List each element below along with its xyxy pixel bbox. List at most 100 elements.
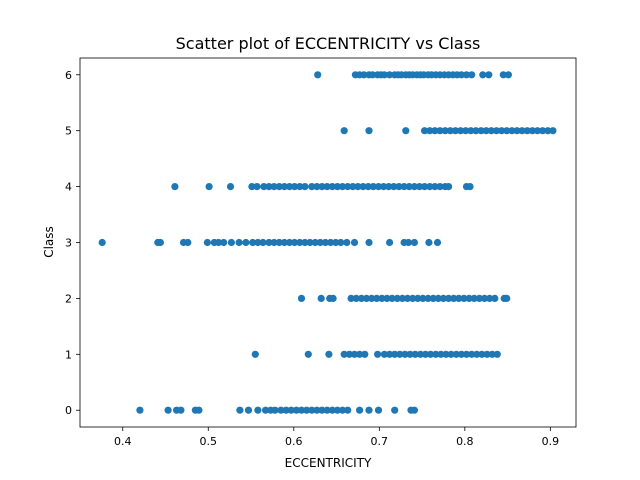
data-point-class-5-24 (528, 127, 537, 135)
data-point-class-6-5 (368, 71, 377, 79)
data-point-class-3-36 (410, 238, 418, 247)
data-point-class-4-4 (253, 183, 261, 191)
data-point-class-4-19 (333, 183, 341, 191)
data-point-class-4-3 (248, 183, 256, 191)
data-point-class-3-9 (227, 238, 235, 247)
data-point-class-1-13 (401, 350, 409, 358)
data-point-class-4-28 (380, 183, 388, 191)
data-point-class-5-27 (544, 127, 552, 135)
data-point-class-5-18 (498, 127, 506, 135)
data-point-class-2-8 (368, 294, 376, 302)
data-point-class-1-15 (411, 350, 419, 358)
data-point-class-0-14 (287, 406, 295, 414)
y-tick-label-5: 5 (65, 125, 72, 138)
data-point-class-5-3 (421, 127, 429, 135)
data-point-class-5-20 (508, 127, 516, 135)
data-point-class-3-8 (220, 238, 228, 247)
data-point-class-2-12 (388, 294, 396, 302)
data-point-class-2-32 (491, 294, 499, 302)
data-point-class-5-17 (492, 127, 501, 135)
data-point-class-6-9 (386, 71, 394, 79)
data-point-class-6-32 (499, 71, 507, 79)
data-point-class-0-17 (303, 406, 311, 414)
data-point-class-2-20 (429, 294, 437, 302)
data-point-class-5-5 (431, 127, 439, 135)
data-point-class-4-35 (415, 183, 424, 191)
data-point-class-0-24 (338, 406, 347, 414)
data-point-class-0-13 (282, 406, 290, 414)
data-point-class-3-20 (291, 238, 299, 247)
data-point-class-3-18 (280, 238, 288, 247)
data-point-class-1-28 (478, 350, 486, 358)
data-point-class-1-1 (304, 350, 312, 358)
data-point-class-2-26 (460, 294, 468, 302)
data-point-class-3-33 (386, 238, 394, 247)
data-point-class-4-17 (323, 183, 331, 191)
data-point-class-6-29 (468, 71, 476, 79)
data-point-class-6-31 (485, 71, 493, 79)
data-point-class-4-41 (445, 183, 453, 191)
data-point-class-1-24 (457, 350, 465, 358)
data-point-class-3-0 (98, 238, 106, 247)
y-axis: 0 1 2 3 4 5 6 (65, 69, 80, 417)
chart-title: Scatter plot of ECCENTRICITY vs Class (176, 34, 481, 53)
data-point-class-0-16 (297, 406, 306, 414)
data-point-class-3-35 (404, 238, 412, 247)
data-point-class-2-4 (347, 294, 355, 302)
y-tick-label-4: 4 (65, 181, 72, 194)
data-point-class-5-26 (539, 127, 547, 135)
data-point-class-0-15 (292, 406, 300, 414)
data-point-class-5-16 (487, 127, 495, 135)
data-point-class-4-43 (466, 183, 474, 191)
data-point-class-2-29 (475, 294, 483, 302)
data-point-class-4-13 (301, 183, 309, 191)
data-point-class-4-15 (313, 183, 321, 191)
data-point-class-0-20 (318, 406, 326, 414)
data-point-class-6-28 (462, 71, 471, 79)
data-point-class-1-26 (468, 350, 476, 358)
data-point-class-2-13 (393, 294, 401, 302)
data-point-class-2-27 (465, 294, 473, 302)
data-point-class-0-11 (271, 406, 279, 414)
data-point-class-5-23 (523, 127, 531, 135)
data-point-class-4-0 (171, 183, 179, 191)
data-point-class-4-29 (385, 183, 393, 191)
data-point-class-3-19 (285, 238, 294, 247)
data-point-class-2-23 (445, 294, 453, 302)
data-point-class-1-25 (462, 350, 471, 358)
data-point-class-1-30 (488, 350, 496, 358)
data-point-class-0-31 (410, 406, 418, 414)
data-point-class-3-16 (270, 238, 278, 247)
data-point-class-0-22 (328, 406, 336, 414)
data-point-class-2-3 (329, 294, 337, 302)
data-point-class-4-34 (410, 183, 418, 191)
data-point-class-4-24 (359, 183, 367, 191)
x-axis: 0.4 0.5 0.6 0.7 0.8 0.9 (114, 427, 559, 448)
y-tick-label-2: 2 (65, 292, 72, 305)
data-point-class-3-31 (350, 238, 359, 247)
data-point-class-2-21 (434, 294, 442, 302)
data-point-class-3-30 (343, 238, 351, 247)
data-point-class-2-11 (383, 294, 391, 302)
data-point-class-4-16 (318, 183, 326, 191)
data-point-class-1-20 (437, 350, 445, 358)
data-point-class-4-22 (349, 183, 357, 191)
data-point-class-3-32 (365, 238, 373, 247)
data-point-class-1-6 (356, 350, 364, 358)
data-point-class-3-13 (254, 238, 262, 247)
data-point-class-4-2 (226, 183, 235, 191)
data-point-class-4-6 (265, 183, 273, 191)
data-point-class-0-23 (333, 406, 341, 414)
data-point-class-1-4 (345, 350, 353, 358)
x-tick-label-2: 0.6 (285, 435, 303, 448)
data-point-class-1-17 (421, 350, 430, 358)
x-tick-label-0: 0.4 (114, 435, 132, 448)
data-point-class-1-10 (386, 350, 394, 358)
data-point-class-1-19 (432, 350, 440, 358)
data-point-class-1-5 (350, 350, 359, 358)
data-point-class-3-21 (296, 238, 304, 247)
data-point-class-3-17 (275, 238, 283, 247)
data-point-class-2-22 (439, 294, 447, 302)
data-point-class-0-29 (391, 406, 399, 414)
